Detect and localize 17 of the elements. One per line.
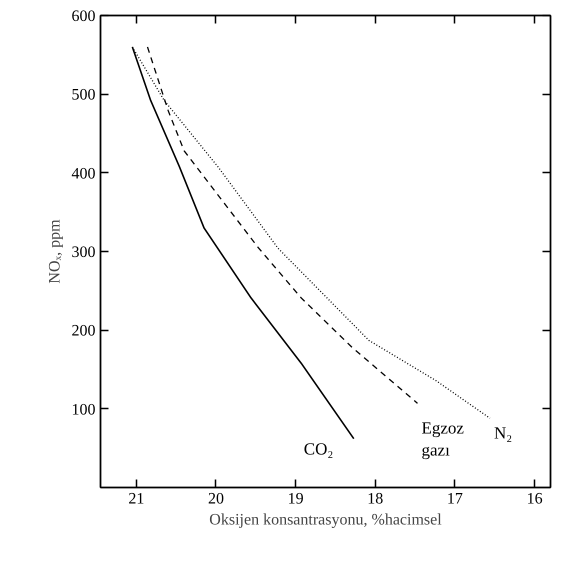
x-tick-label: 17	[446, 490, 463, 508]
x-tick-label: 16	[526, 490, 543, 508]
x-tick-label: 21	[128, 490, 144, 508]
y-tick-label: 300	[72, 244, 96, 261]
x-axis-title: Oksijen konsantrasyonu, %hacimsel	[209, 512, 442, 528]
series-label: CO₂	[304, 440, 334, 459]
x-tick-label: 20	[208, 490, 224, 508]
y-tick-label: 200	[72, 322, 96, 340]
series-label: Egzoz gazı	[421, 418, 464, 460]
series-label: N₂	[494, 423, 512, 442]
y-tick-label: 500	[72, 86, 96, 104]
y-tick-label: 600	[72, 8, 96, 25]
y-axis-title: NOₓ, ppm	[46, 218, 64, 284]
y-tick-label: 400	[72, 165, 96, 182]
y-tick-label: 100	[72, 401, 96, 418]
x-tick-label: 18	[367, 490, 384, 508]
x-tick-label: 19	[288, 490, 304, 508]
